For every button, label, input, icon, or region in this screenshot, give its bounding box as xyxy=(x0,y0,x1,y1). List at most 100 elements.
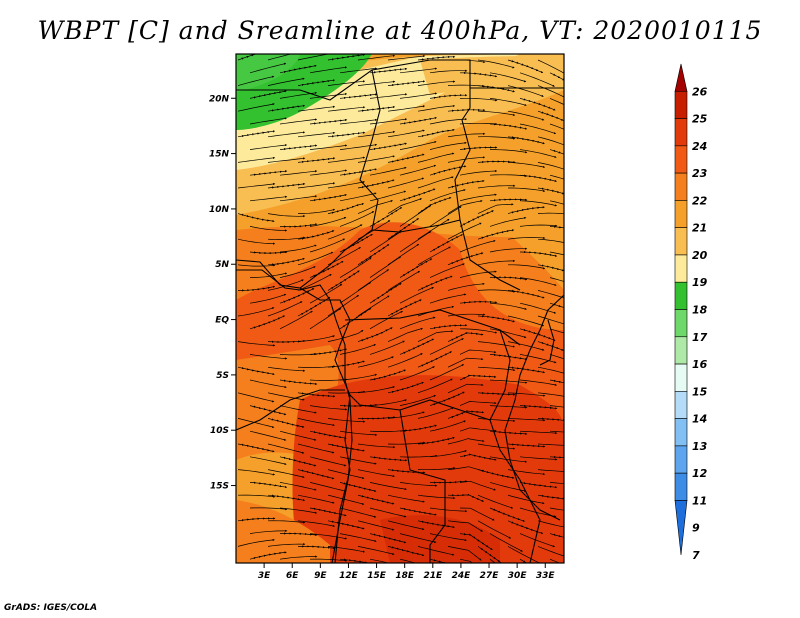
streamline xyxy=(447,438,485,445)
streamline xyxy=(369,369,407,381)
country-borders xyxy=(236,59,564,563)
streamline xyxy=(399,533,437,544)
streamline xyxy=(357,130,396,138)
streamline xyxy=(459,507,495,521)
streamline xyxy=(537,392,564,397)
streamline xyxy=(357,416,396,420)
streamline xyxy=(549,174,564,180)
streamline xyxy=(369,166,407,176)
streamline xyxy=(279,64,317,74)
streamline xyxy=(399,366,435,381)
streamline xyxy=(399,188,436,202)
streamline xyxy=(237,392,275,403)
streamline xyxy=(537,59,564,74)
streamline xyxy=(447,466,485,472)
streamline xyxy=(279,144,318,151)
streamline xyxy=(267,213,306,218)
streamline xyxy=(477,546,509,563)
streamline xyxy=(447,252,484,266)
streamline xyxy=(399,454,438,458)
streamline xyxy=(327,329,364,342)
streamline xyxy=(339,67,378,74)
streamline xyxy=(490,149,528,154)
streamline xyxy=(459,328,498,334)
streamline xyxy=(537,290,564,299)
streamline xyxy=(519,174,557,183)
streamline xyxy=(369,256,402,278)
colorbar-label: 25 xyxy=(692,113,708,126)
streamline xyxy=(267,131,306,138)
colorbar-label: 22 xyxy=(692,194,708,207)
streamline xyxy=(387,153,425,163)
streamline xyxy=(477,229,515,240)
streamline xyxy=(249,226,288,232)
streamline xyxy=(507,341,545,351)
streamline xyxy=(327,202,365,214)
streamline xyxy=(387,243,420,266)
streamline xyxy=(387,129,425,138)
streamline xyxy=(549,379,564,390)
streamline xyxy=(339,482,377,492)
streamline xyxy=(447,199,483,214)
streamline xyxy=(519,123,557,135)
streamline xyxy=(519,558,554,563)
lat-tick-label: EQ xyxy=(215,316,229,326)
streamline xyxy=(279,482,317,491)
streamline xyxy=(507,136,545,145)
streamline xyxy=(429,234,464,253)
streamline xyxy=(477,520,512,539)
streamline xyxy=(399,140,437,150)
streamline xyxy=(267,77,305,86)
streamline xyxy=(429,324,468,330)
streamline xyxy=(369,340,405,355)
streamline xyxy=(237,517,276,522)
streamline xyxy=(537,315,564,325)
streamline xyxy=(429,533,467,542)
streamline xyxy=(249,529,288,534)
colorbar-swatch xyxy=(674,309,688,338)
streamline xyxy=(507,494,545,505)
streamline xyxy=(339,507,377,518)
streamline xyxy=(399,92,438,99)
colorbar-swatch xyxy=(674,118,688,147)
streamline xyxy=(279,244,317,253)
streamline xyxy=(489,507,526,522)
streamline xyxy=(309,144,348,150)
colorbar-swatch xyxy=(674,391,688,419)
streamline xyxy=(507,85,544,97)
streamline xyxy=(508,187,546,193)
streamline xyxy=(339,344,377,355)
streamline xyxy=(549,149,564,163)
colorbar-legend: 26 25 24 23 22 21 20 19 18 17 16 15 14 13 12 11 9 7 xyxy=(674,63,708,562)
lat-tick-label: 15S xyxy=(210,482,229,492)
streamline xyxy=(267,104,306,112)
streamline xyxy=(519,149,557,158)
streamline xyxy=(298,545,336,550)
lon-tick-label: 15E xyxy=(367,571,387,581)
streamline xyxy=(387,520,425,531)
streamline xyxy=(369,533,407,544)
streamline xyxy=(537,187,564,198)
streamline xyxy=(429,263,465,278)
streamline xyxy=(249,195,288,202)
streamline xyxy=(387,218,420,240)
streamline xyxy=(489,353,528,361)
streamline xyxy=(507,392,546,397)
streamline xyxy=(477,391,516,396)
streamline xyxy=(369,142,407,151)
streamline xyxy=(279,170,318,176)
streamline xyxy=(279,118,318,125)
colorbar-swatch xyxy=(674,281,688,310)
streamline xyxy=(417,196,452,214)
colorbar-label: 18 xyxy=(692,304,708,317)
streamline xyxy=(267,494,306,502)
streamline xyxy=(357,105,396,112)
streamline xyxy=(327,520,365,530)
streamline xyxy=(519,277,557,286)
wbpt-shaded-field xyxy=(236,54,564,563)
streamline xyxy=(429,420,466,432)
lat-tick-label: 5S xyxy=(216,371,229,381)
streamline xyxy=(477,160,516,164)
streamline xyxy=(387,177,425,189)
